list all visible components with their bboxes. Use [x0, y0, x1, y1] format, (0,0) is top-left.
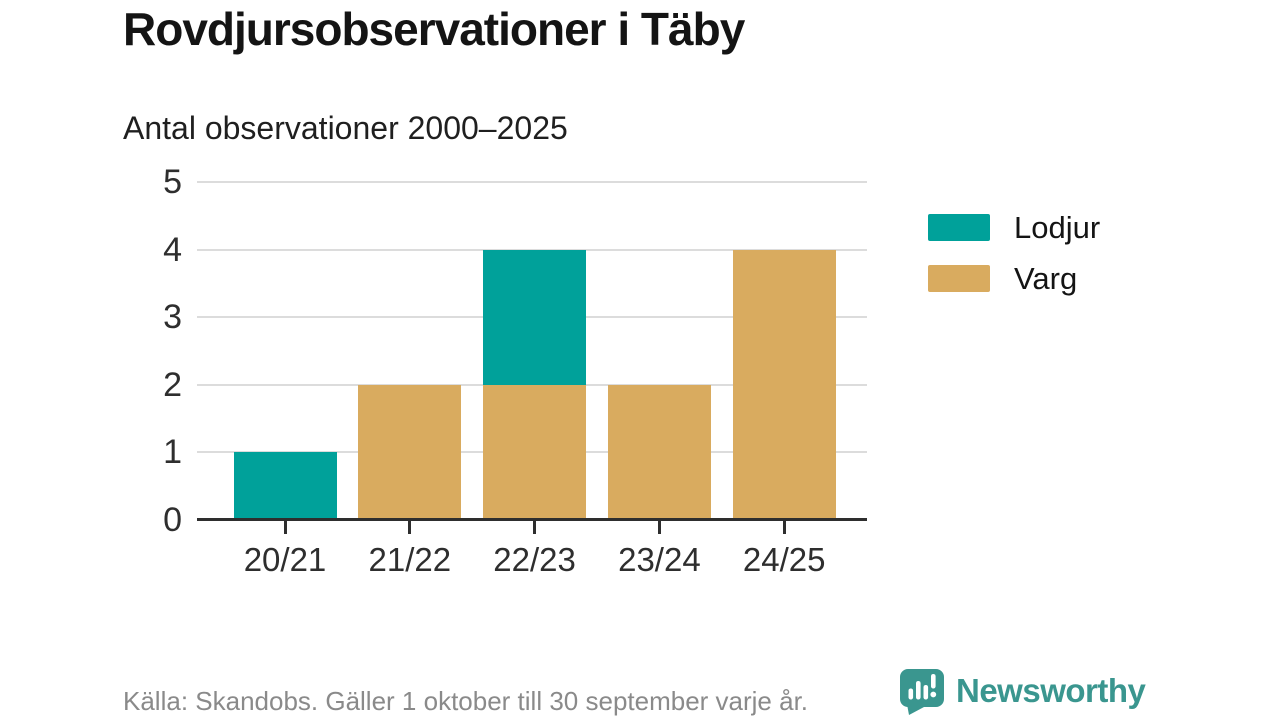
legend-item-lodjur: Lodjur [928, 212, 1100, 243]
x-tick-label: 23/24 [618, 541, 701, 578]
chart-subtitle: Antal observationer 2000–2025 [123, 110, 568, 146]
x-axis-labels: 20/21 21/22 22/23 23/24 24/25 [197, 540, 867, 582]
x-tick-label: 22/23 [493, 541, 576, 578]
x-tick-label: 24/25 [742, 541, 826, 578]
source-text: Källa: Skandobs. Gäller 1 oktober till 3… [123, 686, 809, 716]
x-tick-label: 20/21 [243, 541, 327, 578]
bar-segment-varg [607, 384, 711, 520]
y-tick-label: 3 [163, 298, 182, 337]
bar-segment-varg [483, 384, 587, 520]
legend-label: Lodjur [1014, 210, 1101, 245]
bar-segment-lodjur [483, 249, 587, 385]
y-tick-label: 5 [163, 163, 182, 201]
y-axis-labels: 0 1 2 3 4 5 [110, 165, 182, 537]
y-tick-label: 2 [163, 365, 182, 404]
newsworthy-logo-icon [900, 669, 944, 715]
newsworthy-brand-text: Newsworthy [956, 672, 1146, 709]
y-tick-label: 4 [163, 230, 182, 269]
x-tick-mark [408, 521, 412, 534]
legend-label: Varg [1014, 261, 1078, 296]
newsworthy-brand: Newsworthy [897, 666, 1146, 716]
y-tick-label: 1 [163, 433, 182, 472]
plot-area [197, 181, 867, 520]
x-tick-mark [657, 521, 661, 534]
x-axis-line [197, 518, 867, 521]
x-tick-label: 21/22 [368, 541, 452, 578]
legend-swatch [928, 265, 990, 292]
x-tick-mark [782, 521, 786, 534]
x-tick-mark [283, 521, 287, 534]
bar-segment-varg [732, 249, 836, 520]
bar-segment-lodjur [233, 452, 337, 520]
chart-title: Rovdjursobservationer i Täby [123, 3, 745, 55]
legend: Lodjur Varg [928, 212, 1100, 294]
legend-swatch [928, 214, 990, 241]
bar-segment-varg [358, 384, 462, 520]
gridline [197, 248, 867, 251]
x-tick-mark [533, 521, 537, 534]
y-tick-label: 0 [163, 501, 182, 539]
legend-item-varg: Varg [928, 263, 1100, 294]
gridline [197, 181, 867, 183]
